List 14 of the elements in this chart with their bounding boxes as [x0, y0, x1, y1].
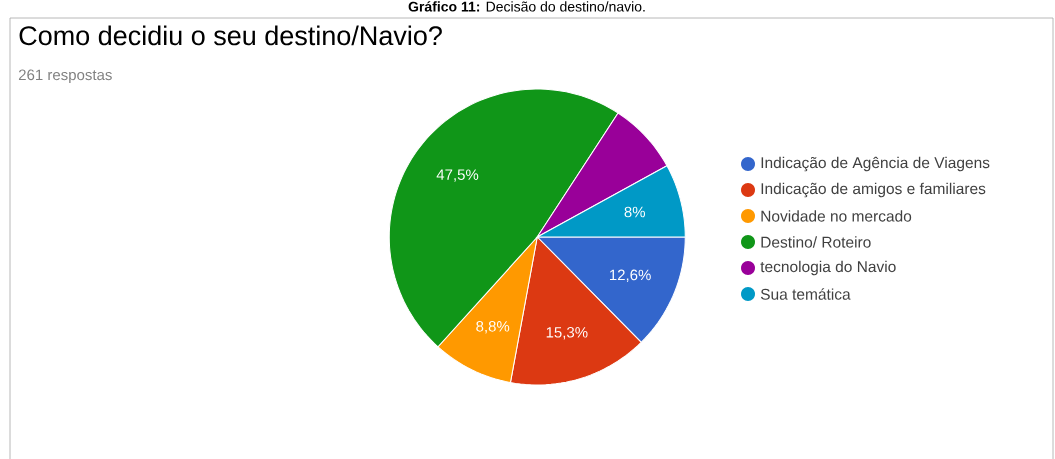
legend-label: tecnologia do Navio — [760, 260, 896, 276]
text: Gráfico 11: Decisão do destino/navio. — [408, 1, 645, 12]
data-label: 12,6% — [609, 269, 651, 282]
data-label: 15,3% — [546, 326, 588, 340]
legend-label: Indicação de amigos e familiares — [761, 182, 986, 198]
legend-label: Novidade no mercado — [761, 210, 912, 222]
legend-label: Sua temática — [760, 288, 851, 300]
data-label: 47,5% — [436, 169, 479, 182]
text: 261 respostas — [18, 69, 112, 84]
chart-title: Como decidiu o seu destino/Navio? — [19, 25, 442, 46]
data-label: 8,8% — [476, 321, 510, 334]
legend-label: Indicação de Agência de Viagens — [761, 156, 990, 172]
legend-label: Destino/ Roteiro — [761, 236, 871, 248]
data-label: 8% — [624, 206, 646, 218]
